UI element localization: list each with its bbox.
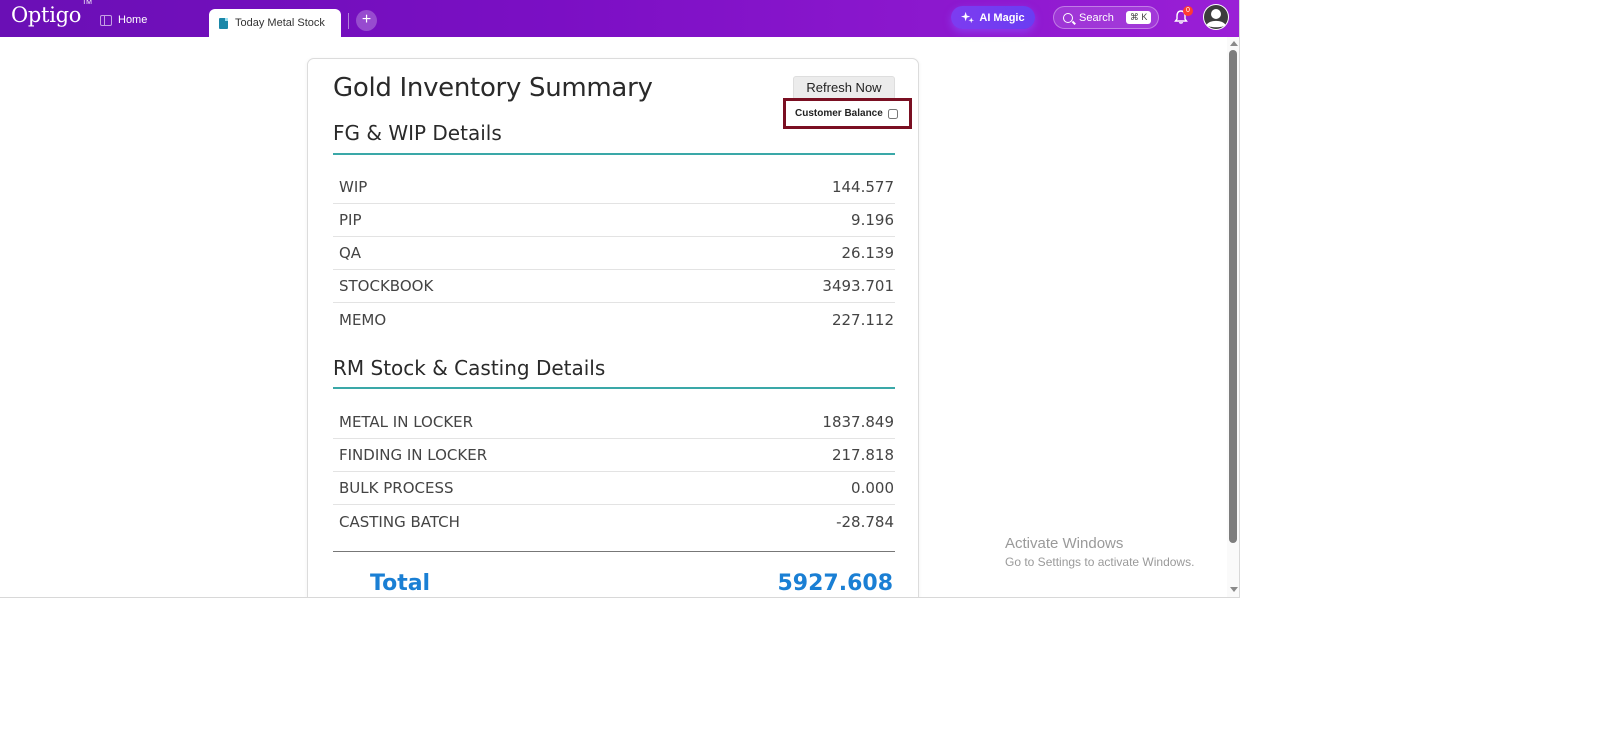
document-icon: [219, 17, 228, 29]
search-icon: [1063, 12, 1073, 23]
inventory-card: Gold Inventory Summary Refresh Now Custo…: [307, 58, 919, 597]
section-title-rm-casting: RM Stock & Casting Details: [333, 356, 606, 380]
total-divider: [333, 551, 895, 552]
tab-today-metal-stock[interactable]: Today Metal Stock: [209, 9, 341, 37]
scroll-down-icon[interactable]: [1230, 587, 1238, 592]
tab-home[interactable]: Home: [100, 10, 147, 30]
row-label: STOCKBOOK: [339, 277, 434, 295]
row-value: 0.000: [851, 479, 894, 497]
table-row: CASTING BATCH -28.784: [333, 505, 895, 538]
row-label: BULK PROCESS: [339, 479, 454, 497]
table-row: FINDING IN LOCKER 217.818: [333, 439, 895, 472]
global-search[interactable]: Search ⌘ K: [1053, 6, 1159, 29]
search-label: Search: [1079, 11, 1114, 24]
tab-divider: [348, 13, 349, 29]
section-divider: [333, 387, 895, 389]
page-title: Gold Inventory Summary: [333, 73, 653, 103]
table-row: BULK PROCESS 0.000: [333, 472, 895, 505]
table-row: METAL IN LOCKER 1837.849: [333, 406, 895, 439]
scroll-up-icon[interactable]: [1230, 41, 1238, 46]
customer-balance-checkbox[interactable]: [887, 108, 898, 119]
vertical-scrollbar[interactable]: [1227, 37, 1239, 597]
app-window: OptigoTM Home Today Metal Stock + AI Mag…: [0, 0, 1240, 598]
top-bar: OptigoTM Home Today Metal Stock + AI Mag…: [0, 0, 1239, 37]
table-row: WIP 144.577: [333, 171, 895, 204]
section-title-fg-wip: FG & WIP Details: [333, 121, 502, 145]
row-value: -28.784: [836, 512, 894, 531]
sidebar-layout-icon: [100, 14, 112, 26]
logo-trademark: TM: [82, 0, 92, 6]
table-row: QA 26.139: [333, 237, 895, 270]
row-label: FINDING IN LOCKER: [339, 446, 488, 464]
row-value: 1837.849: [822, 413, 894, 431]
watermark-subtitle: Go to Settings to activate Windows.: [1005, 555, 1195, 569]
watermark-title: Activate Windows: [1005, 535, 1124, 552]
fg-wip-rows: WIP 144.577 PIP 9.196 QA 26.139 STOCKBOOK 34…: [333, 171, 895, 336]
total-value: 5927.608: [777, 571, 893, 596]
optigo-logo[interactable]: OptigoTM: [11, 0, 92, 27]
row-label: MEMO: [339, 310, 387, 329]
table-row: PIP 9.196: [333, 204, 895, 237]
user-avatar[interactable]: [1203, 4, 1229, 30]
rm-casting-rows: METAL IN LOCKER 1837.849 FINDING IN LOCKE…: [333, 406, 895, 538]
tab-home-label: Home: [118, 14, 148, 26]
notification-badge: 0: [1183, 6, 1193, 16]
row-value: 9.196: [851, 211, 894, 229]
add-tab-button[interactable]: +: [356, 10, 377, 31]
row-value: 227.112: [831, 310, 894, 329]
sparkle-icon: [961, 11, 975, 24]
logo-text: Optigo: [11, 3, 82, 27]
refresh-now-button[interactable]: Refresh Now: [793, 76, 895, 100]
row-value: 3493.701: [822, 277, 894, 295]
total-label: Total: [370, 571, 431, 596]
row-label: CASTING BATCH: [339, 512, 460, 531]
scrollbar-thumb[interactable]: [1229, 50, 1237, 543]
row-label: PIP: [339, 211, 362, 229]
row-label: QA: [339, 244, 362, 262]
row-label: METAL IN LOCKER: [339, 413, 474, 431]
row-value: 144.577: [831, 178, 894, 196]
row-value: 217.818: [831, 446, 894, 464]
row-label: WIP: [339, 178, 368, 196]
table-row: MEMO 227.112: [333, 303, 895, 336]
activate-windows-watermark: Activate Windows Go to Settings to activ…: [1005, 535, 1194, 569]
search-shortcut: ⌘ K: [1125, 11, 1152, 24]
ai-magic-button[interactable]: AI Magic: [951, 6, 1035, 29]
table-row: STOCKBOOK 3493.701: [333, 270, 895, 303]
customer-balance-label: Customer Balance: [795, 108, 883, 119]
section-divider: [333, 153, 895, 155]
user-icon: [1204, 5, 1228, 29]
customer-balance-toggle[interactable]: Customer Balance: [783, 98, 912, 129]
ai-magic-label: AI Magic: [979, 11, 1025, 24]
row-value: 26.139: [841, 244, 895, 262]
tab-active-label: Today Metal Stock: [235, 17, 325, 29]
